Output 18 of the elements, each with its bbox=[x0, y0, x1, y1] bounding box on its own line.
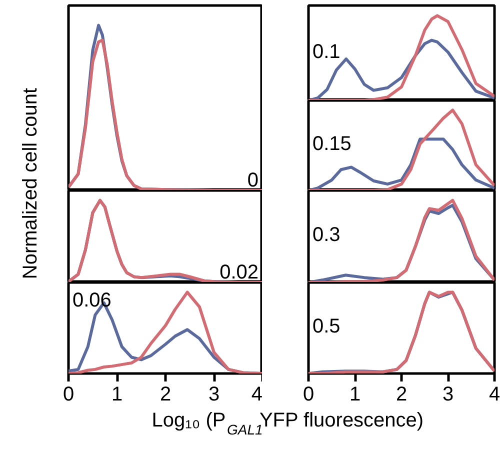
annotation: 0.02 bbox=[220, 262, 259, 284]
x-tick-label: 2 bbox=[396, 384, 408, 406]
annotation: 0.06 bbox=[72, 290, 112, 312]
x-tick-label: 3 bbox=[442, 384, 454, 406]
x-tick-label: 2 bbox=[160, 384, 172, 406]
x-tick-label: 3 bbox=[208, 384, 220, 406]
annotation: 0.5 bbox=[312, 316, 340, 338]
x-tick-label: 4 bbox=[251, 384, 262, 406]
x-tick-label: 1 bbox=[111, 384, 123, 406]
y-axis-title: Normalized cell count bbox=[20, 87, 42, 280]
annotation: 0.3 bbox=[312, 224, 340, 246]
annotation: 0.1 bbox=[312, 40, 340, 63]
x-tick-label: 0 bbox=[302, 384, 314, 406]
x-tick-label: 0 bbox=[62, 384, 74, 406]
x-tick-label: 4 bbox=[488, 384, 500, 406]
annotation: 0 bbox=[247, 170, 258, 192]
annotation: 0.15 bbox=[312, 133, 352, 155]
x-tick-label: 1 bbox=[349, 384, 361, 406]
